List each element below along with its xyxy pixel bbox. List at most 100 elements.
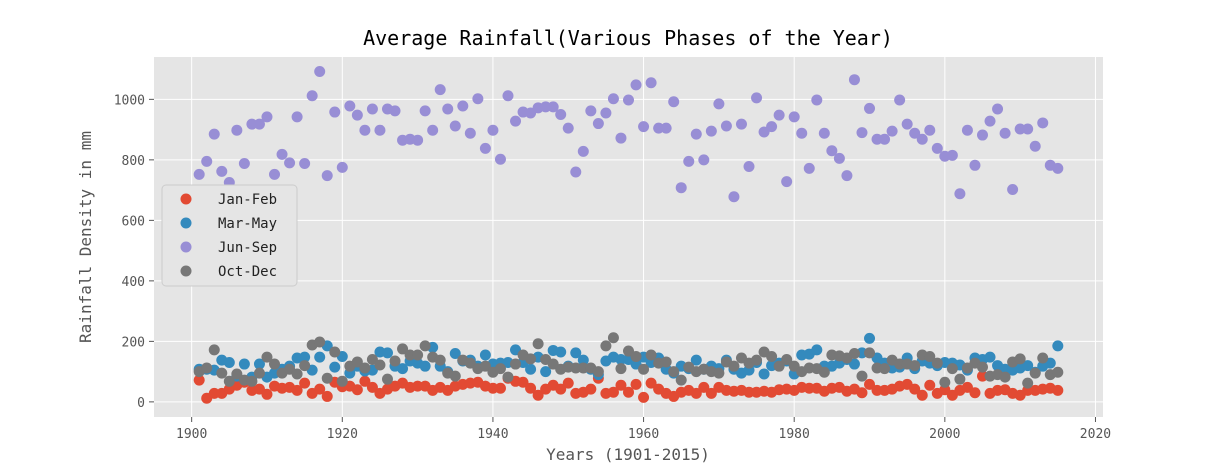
data-points	[193, 66, 1064, 404]
data-point	[909, 360, 921, 372]
data-point	[668, 96, 680, 108]
data-point	[607, 93, 619, 105]
y-tick-label: 200	[122, 335, 145, 350]
data-point	[735, 118, 747, 130]
data-point	[299, 351, 311, 363]
data-point	[253, 118, 265, 130]
data-point	[803, 162, 815, 174]
data-point	[683, 155, 695, 167]
data-point	[291, 368, 303, 380]
data-point	[577, 145, 589, 157]
data-point	[607, 386, 619, 398]
data-point	[299, 360, 311, 372]
data-point	[494, 363, 506, 375]
data-point	[449, 120, 461, 132]
data-point	[299, 377, 311, 389]
data-point	[781, 176, 793, 188]
data-point	[577, 354, 589, 366]
data-point	[434, 84, 446, 96]
data-point	[705, 125, 717, 137]
legend-label: Oct-Dec	[218, 264, 277, 280]
data-point	[434, 354, 446, 366]
data-point	[585, 383, 597, 395]
data-point	[698, 154, 710, 166]
data-point	[615, 379, 627, 391]
data-point	[321, 390, 333, 402]
data-point	[314, 66, 326, 78]
data-point	[577, 362, 589, 374]
data-point	[246, 375, 258, 387]
data-point	[525, 363, 537, 375]
data-point	[397, 343, 409, 355]
data-point	[427, 124, 439, 136]
data-point	[442, 103, 454, 115]
data-point	[751, 354, 763, 366]
legend-label: Jan-Feb	[218, 192, 277, 208]
data-point	[623, 94, 634, 106]
data-point	[871, 133, 883, 145]
data-point	[826, 145, 838, 157]
x-tick-label: 1980	[779, 427, 810, 442]
data-point	[525, 353, 537, 365]
data-point	[773, 109, 785, 121]
data-point	[924, 350, 936, 362]
data-point	[781, 354, 793, 366]
data-point	[562, 122, 574, 134]
legend-marker	[180, 193, 192, 205]
data-point	[419, 360, 431, 372]
data-point	[1014, 353, 1026, 365]
data-point	[389, 105, 401, 117]
y-tick-label: 1000	[114, 93, 145, 108]
legend: Jan-Feb Mar-May Jun-Sep Oct-Dec	[161, 184, 298, 287]
data-point	[615, 354, 627, 366]
data-point	[314, 383, 326, 395]
data-point	[291, 111, 303, 123]
data-point	[690, 128, 702, 140]
x-tick-label: 1940	[477, 427, 508, 442]
data-point	[193, 168, 205, 180]
data-point	[698, 381, 710, 393]
data-point	[638, 363, 650, 375]
data-point	[811, 344, 823, 356]
data-point	[570, 166, 582, 178]
data-point	[336, 161, 348, 173]
data-point	[479, 142, 491, 154]
data-point	[848, 347, 860, 359]
data-point	[1007, 184, 1019, 196]
data-point	[638, 121, 650, 133]
data-point	[668, 366, 680, 378]
data-point	[909, 383, 921, 395]
data-point	[359, 124, 371, 136]
data-point	[630, 378, 642, 390]
data-point	[284, 157, 296, 169]
data-point	[600, 340, 612, 352]
data-point	[261, 351, 273, 363]
data-point	[494, 382, 506, 394]
data-point	[269, 358, 281, 370]
data-point	[720, 120, 732, 132]
data-point	[969, 159, 981, 171]
data-point	[931, 357, 943, 369]
x-tick-label: 2020	[1080, 427, 1111, 442]
data-point	[615, 363, 627, 375]
data-point	[238, 157, 250, 169]
data-point	[758, 368, 770, 380]
data-point	[848, 358, 860, 370]
data-point	[555, 383, 567, 395]
data-point	[803, 382, 815, 394]
data-point	[344, 100, 356, 112]
data-point	[818, 366, 830, 378]
data-point	[751, 92, 763, 104]
data-point	[1029, 140, 1041, 152]
data-point	[766, 121, 778, 133]
data-point	[231, 368, 243, 380]
data-point	[615, 132, 627, 144]
data-point	[1052, 384, 1064, 396]
data-point	[329, 346, 341, 358]
y-tick-label: 600	[122, 214, 145, 229]
data-point	[555, 346, 567, 358]
data-point	[208, 128, 220, 140]
data-point	[525, 382, 537, 394]
x-axis-title: Years (1901-2015)	[546, 445, 710, 464]
data-point	[1029, 367, 1041, 379]
